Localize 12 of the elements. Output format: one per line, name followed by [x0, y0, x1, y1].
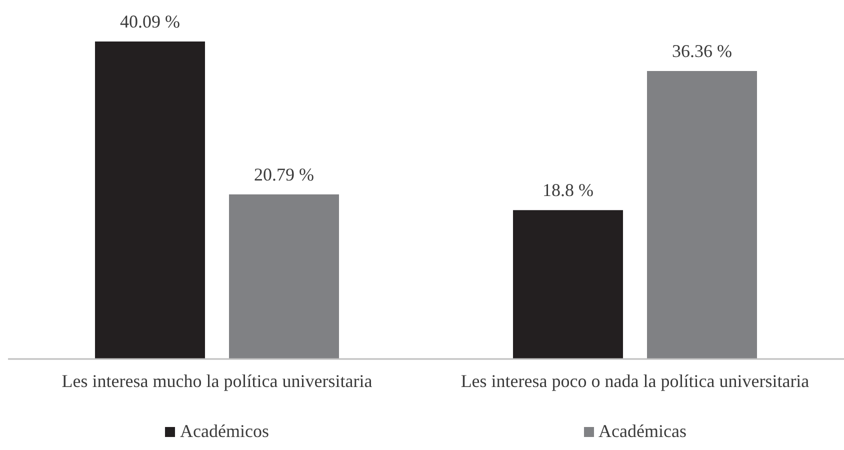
legend-label: Académicos: [180, 421, 269, 442]
legend-label: Académicas: [598, 421, 686, 442]
data-label: 40.09 %: [120, 12, 180, 32]
x-tick-label: Les interesa poco o nada la política universitaria: [460, 370, 810, 391]
x-tick-label: Les interesa mucho la política universitaria: [62, 370, 372, 391]
bar: [229, 194, 339, 359]
data-label: 20.79 %: [254, 164, 314, 184]
data-label: 18.8 %: [542, 180, 594, 200]
bar: [647, 71, 757, 359]
bar: [95, 42, 205, 359]
data-label: 36.36 %: [672, 41, 732, 62]
bar: [513, 210, 623, 359]
